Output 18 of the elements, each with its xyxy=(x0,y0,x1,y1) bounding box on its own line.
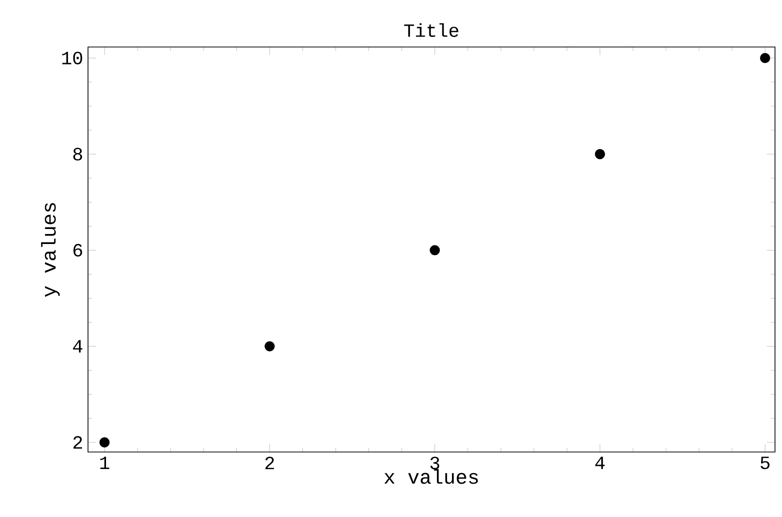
x-tick-label: 4 xyxy=(595,456,605,469)
point xyxy=(594,149,606,160)
x-axis-title: x values xyxy=(384,469,478,484)
y-tick-label: 4 xyxy=(73,340,82,352)
point xyxy=(99,437,110,448)
point xyxy=(760,52,770,64)
y-axis-title: y values xyxy=(41,203,60,297)
y-tick-label: 8 xyxy=(73,148,82,160)
point xyxy=(264,341,275,352)
y-tick-label: 6 xyxy=(73,244,82,257)
x-tick-label: 1 xyxy=(100,456,110,469)
x-tick-label: 5 xyxy=(760,456,770,470)
y-tick-label: 2 xyxy=(73,436,82,449)
chart-title: Title xyxy=(404,23,458,37)
point xyxy=(430,245,440,256)
y-tick-label: 10 xyxy=(62,52,82,64)
x-tick-label: 3 xyxy=(430,456,440,470)
x-tick-label: 2 xyxy=(265,456,274,470)
